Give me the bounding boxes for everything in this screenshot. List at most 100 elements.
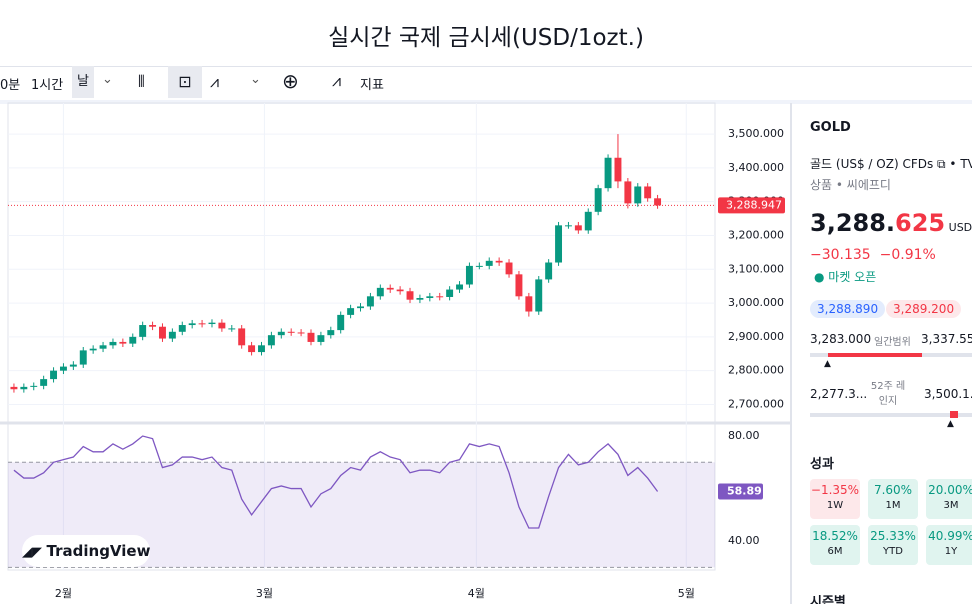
- year-low: 2,277.3...: [810, 387, 868, 401]
- indicator-button[interactable]: 지표: [360, 78, 384, 93]
- y-tick-label: 2,900.000: [728, 330, 784, 343]
- seasonal-title: 시즌별: [810, 595, 846, 604]
- candle-body: [515, 274, 523, 297]
- interval-button[interactable]: 1시간: [31, 78, 64, 93]
- y-tick-label: 2,700.000: [728, 397, 784, 410]
- candle-body: [396, 289, 404, 292]
- title-bar: 실시간 국제 금시세(USD/1ozt.): [0, 0, 972, 67]
- last-price-tag: [718, 197, 785, 214]
- symbol-panel: GOLD 골드 (US$ / OZ) CFDs ⧉ • TVC 상품 • 씨에프…: [790, 103, 972, 604]
- day-high: 3,337.55: [921, 332, 972, 346]
- candle-body: [465, 265, 473, 285]
- logo[interactable]: ◢◤ TradingView: [22, 535, 150, 567]
- price-main: 3,288.: [810, 209, 896, 237]
- candle-body: [168, 331, 176, 339]
- candle-body: [317, 335, 325, 342]
- candle-body: [416, 297, 424, 300]
- year-range-bar: [810, 413, 972, 417]
- performance-cell[interactable]: 7.60% 1M: [868, 479, 918, 519]
- dropdown[interactable]: ⌄: [102, 72, 113, 87]
- performance-period: 1W: [826, 500, 844, 511]
- candle-body: [287, 331, 295, 333]
- day-range-fill: [828, 353, 922, 357]
- candle-body: [50, 370, 58, 380]
- bar-type-button[interactable]: ⫴: [138, 72, 145, 91]
- candle-body: [89, 348, 97, 351]
- symbol: GOLD: [810, 120, 851, 135]
- compare-button[interactable]: ⊕: [282, 69, 299, 93]
- candle-body: [594, 188, 602, 212]
- day-low: 3,283.000: [810, 332, 872, 346]
- performance-period: YTD: [883, 546, 903, 557]
- performance-value: −1.35%: [810, 483, 860, 497]
- performance-cell[interactable]: 40.99% 1Y: [926, 525, 972, 565]
- candle-body: [277, 331, 285, 336]
- y-tick-label: 2,800.000: [728, 364, 784, 377]
- candle-body: [446, 289, 454, 297]
- candle-body: [188, 323, 196, 326]
- candle-body: [139, 325, 147, 337]
- change: −30.135 −0.91%: [810, 247, 936, 263]
- rsi-tick-label: 40.00: [728, 534, 760, 547]
- x-tick-label: 2월: [55, 587, 72, 600]
- candle-body: [634, 186, 642, 204]
- logo-text: TradingView: [46, 542, 151, 560]
- candle-body: [475, 265, 483, 267]
- change-abs: −30.135: [810, 247, 871, 263]
- performance-cell[interactable]: −1.35% 1W: [810, 479, 860, 519]
- candle-body: [337, 314, 345, 331]
- candle-body: [386, 287, 394, 290]
- dropdown[interactable]: ⌄: [250, 72, 261, 87]
- candle-body: [357, 306, 364, 309]
- candle-body: [327, 330, 335, 336]
- candle-body: [238, 328, 246, 346]
- candle-body: [564, 225, 572, 227]
- rsi-last-tag: [718, 483, 763, 500]
- candle-body: [159, 326, 166, 339]
- x-tick-label: 3월: [256, 587, 273, 600]
- indicator-icon[interactable]: ⩘: [332, 71, 342, 90]
- performance-cell[interactable]: 18.52% 6M: [810, 525, 860, 565]
- y-tick-label: 3,400.000: [728, 161, 784, 174]
- change-pct: −0.91%: [879, 247, 936, 263]
- last-price-label: 3,288.947: [726, 198, 782, 211]
- bid: 3,288.890: [810, 300, 886, 318]
- rsi-tick-label: 80.00: [728, 429, 760, 442]
- candle-body: [248, 345, 256, 353]
- candle-body: [40, 379, 48, 386]
- candle-body: [525, 296, 533, 312]
- candle-body: [426, 296, 434, 298]
- interval-button[interactable]: 날: [72, 66, 94, 98]
- candle-body: [109, 341, 117, 346]
- y-tick-label: 3,100.000: [728, 262, 784, 275]
- chart: 2월 3월 4월 5월 2,700.000 2,800.000 2,900.000 3,000…: [0, 102, 790, 600]
- candle-body: [347, 308, 355, 315]
- candle-body: [456, 284, 463, 290]
- currency: USD: [948, 221, 972, 234]
- performance-cell[interactable]: 25.33% YTD: [868, 525, 918, 565]
- candle-body: [307, 332, 315, 342]
- candle-body: [555, 225, 563, 263]
- performance-value: 7.60%: [873, 483, 913, 497]
- candle-body: [129, 336, 137, 344]
- candle-body: [644, 186, 652, 199]
- day-range-label: 일간범위: [874, 337, 911, 348]
- x-tick-label: 5월: [678, 587, 695, 600]
- rsi-last-label: 58.89: [727, 484, 762, 497]
- candle-body: [149, 325, 157, 327]
- candle-body: [485, 260, 493, 266]
- candle-button[interactable]: ⊡: [168, 66, 202, 98]
- interval-button[interactable]: 0분: [0, 78, 21, 93]
- description-text: 골드 (US$ / OZ) CFDs: [810, 157, 934, 171]
- year-high: 3,500.1...: [924, 387, 972, 401]
- candle-body: [376, 287, 384, 297]
- area-button[interactable]: ⩘: [210, 72, 220, 91]
- candle-body: [208, 322, 216, 325]
- page-title: 실시간 국제 금시세(USD/1ozt.): [328, 25, 644, 51]
- candle-body: [366, 296, 374, 307]
- candle-body: [59, 366, 67, 371]
- candle-body: [119, 341, 127, 344]
- ask: 3,289.200: [886, 300, 962, 318]
- performance-cell[interactable]: 20.00% 3M: [926, 479, 972, 519]
